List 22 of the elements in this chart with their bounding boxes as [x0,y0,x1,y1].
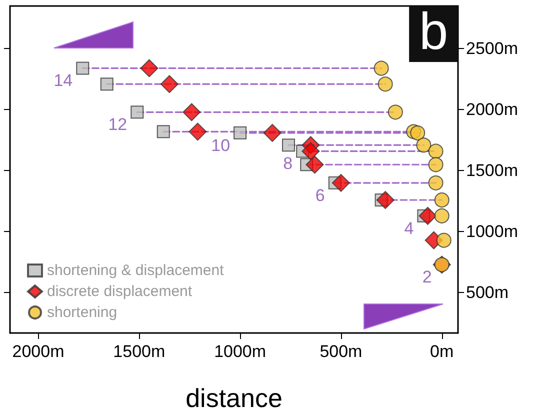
x-tick-label: 1000m [214,342,266,361]
x-tick-label: 1500m [113,342,166,361]
annotation: 6 [315,186,325,205]
x-axis-title: distance [186,383,282,413]
x-tick-label: 2000m [12,342,64,361]
y-tick-label: 2000m [466,100,518,120]
y-tick-label: 2500m [466,39,518,58]
annotation: 8 [283,154,293,174]
y-tick-label: 1000m [466,222,518,242]
legend-label: discrete displacement [47,283,193,300]
y-tick-label: 500m [466,283,509,302]
legend-label: shortening & displacement [47,262,225,279]
annotation: 10 [211,136,230,155]
x-tick-label: 500m [320,342,362,361]
annotation: 2 [422,268,432,287]
annotation: 12 [108,115,128,134]
annotation: 14 [54,71,73,90]
y-tick-label: 1500m [466,161,518,180]
x-tick-label: 0m [430,342,454,361]
legend-label: shortening [47,304,118,321]
chart-title: b [419,3,448,61]
annotation: 4 [404,218,414,238]
